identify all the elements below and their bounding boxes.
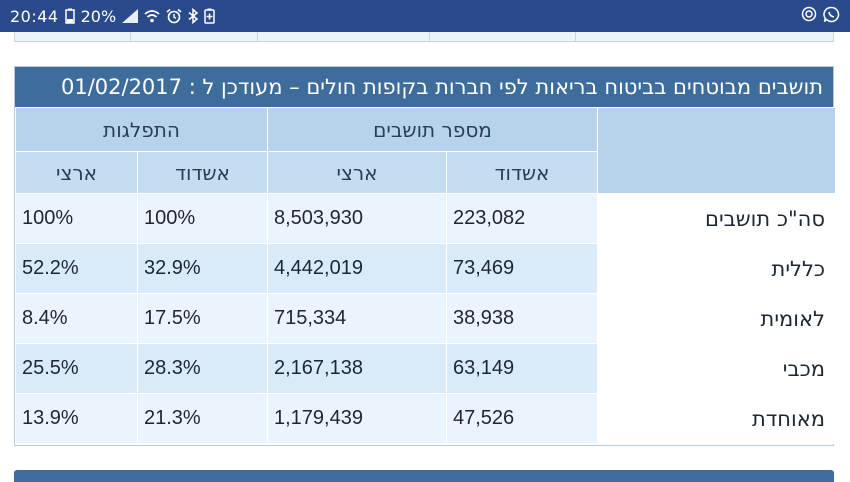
insured-residents-panel: תושבים מבוטחים בביטוח בריאות לפי חברות ב… (14, 66, 836, 446)
next-panel-header (14, 470, 834, 482)
ashdod-distribution-value: 32.9% (137, 243, 268, 294)
national-residents-value: 4,442,019 (267, 243, 447, 294)
table-group-header-row: מספר תושבים התפלגות (15, 107, 836, 194)
ashdod-residents-value: 223,082 (446, 193, 598, 244)
table-row: מכבי 63,149 2,167,138 28.3% 25.5% (15, 343, 836, 394)
national-residents-value: 2,167,138 (267, 343, 447, 394)
national-residents-header: ארצי (267, 151, 447, 194)
table-row: סה"כ תושבים 223,082 8,503,930 100% 100% (15, 193, 836, 244)
ashdod-residents-value: 63,149 (446, 343, 598, 394)
wifi-icon (144, 9, 160, 23)
distribution-header: התפלגות (15, 107, 268, 152)
residents-count-header: מספר תושבים (267, 107, 598, 152)
ashdod-distribution-header: אשדוד (137, 151, 268, 194)
national-residents-value: 715,334 (267, 293, 447, 344)
ashdod-distribution-value: 28.3% (137, 343, 268, 394)
table-row: מאוחדת 47,526 1,179,439 21.3% 13.9% (15, 393, 836, 444)
table-divider (575, 32, 576, 41)
status-left: 20:44 20% (10, 7, 215, 26)
row-label: כללית (597, 243, 836, 294)
row-label: לאומית (597, 293, 836, 344)
previous-table-bottom (14, 32, 834, 42)
national-distribution-value: 8.4% (15, 293, 138, 344)
ashdod-residents-value: 38,938 (446, 293, 598, 344)
insured-residents-table: מספר תושבים התפלגות אשדוד ארצי אשדוד ארצ… (15, 107, 836, 444)
ashdod-residents-value: 47,526 (446, 393, 598, 444)
ashdod-residents-value: 73,469 (446, 243, 598, 294)
row-label: סה"כ תושבים (597, 193, 836, 244)
table-divider (429, 32, 430, 41)
battery-icon (64, 8, 75, 24)
table-divider (130, 32, 131, 41)
whatsapp-icon (823, 6, 840, 27)
clock: 20:44 (10, 6, 59, 26)
national-distribution-value: 25.5% (15, 343, 138, 394)
national-distribution-value: 52.2% (15, 243, 138, 294)
ashdod-distribution-value: 21.3% (137, 393, 268, 444)
national-distribution-value: 100% (15, 193, 138, 244)
status-bar: 20:44 20% (0, 0, 850, 32)
table-divider (257, 32, 258, 41)
table-row: לאומית 38,938 715,334 17.5% 8.4% (15, 293, 836, 344)
ashdod-distribution-value: 17.5% (137, 293, 268, 344)
national-residents-value: 8,503,930 (267, 193, 447, 244)
signal-icon (122, 9, 139, 23)
ashdod-residents-header: אשדוד (446, 151, 598, 194)
ashdod-distribution-value: 100% (137, 193, 268, 244)
national-distribution-header: ארצי (15, 151, 138, 194)
national-distribution-value: 13.9% (15, 393, 138, 444)
national-residents-value: 1,179,439 (267, 393, 447, 444)
bluetooth-icon (188, 8, 199, 24)
alarm-icon (166, 8, 182, 24)
nfc-icon (801, 6, 817, 26)
status-right (801, 6, 840, 27)
panel-title: תושבים מבוטחים בביטוח בריאות לפי חברות ב… (15, 67, 833, 107)
battery-saver-icon (204, 8, 215, 24)
battery-percent: 20% (80, 6, 117, 26)
row-label: מאוחדת (597, 393, 836, 444)
table-row: כללית 73,469 4,442,019 32.9% 52.2% (15, 243, 836, 294)
table-corner-cell (597, 107, 836, 194)
row-label: מכבי (597, 343, 836, 394)
